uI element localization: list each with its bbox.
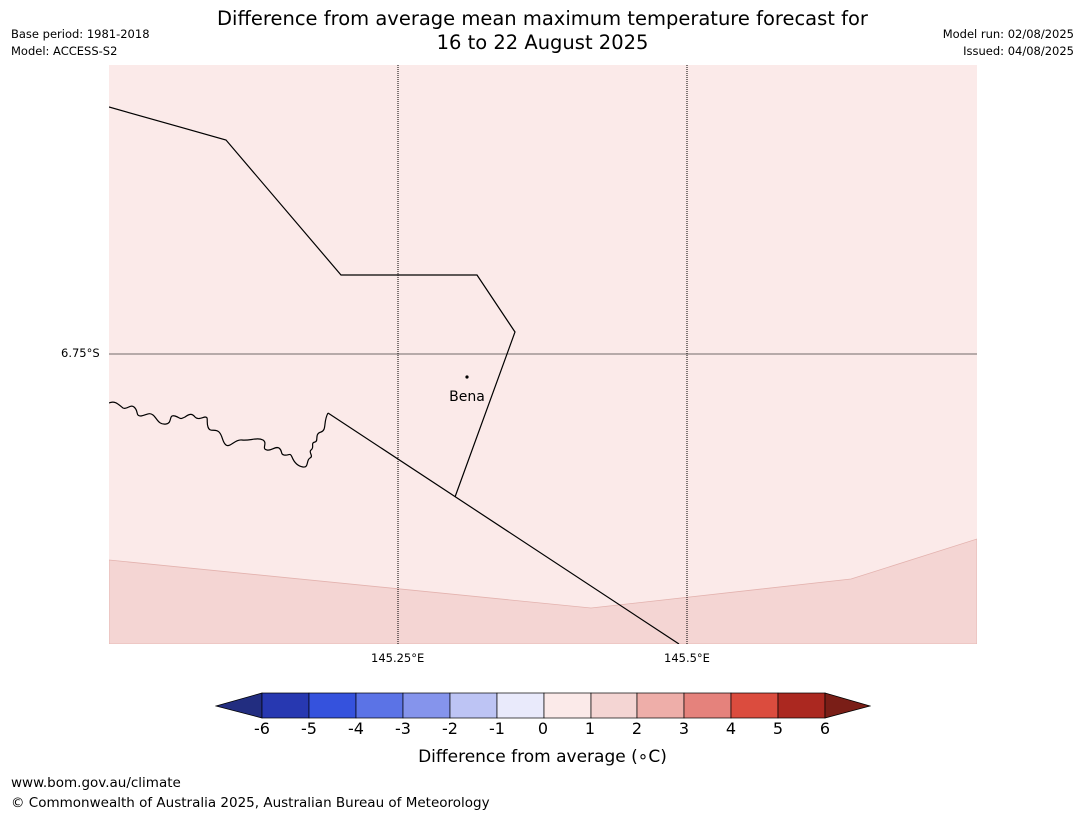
colorbar-swatch-10	[683, 692, 732, 719]
model-text: Model: ACCESS-S2	[11, 44, 118, 58]
footer-copyright: © Commonwealth of Australia 2025, Austra…	[11, 795, 490, 811]
meta-left: Base period: 1981-2018 Model: ACCESS-S2	[11, 26, 150, 60]
latitude-label: 6.75°S	[61, 346, 100, 360]
town-marker-bena	[465, 375, 469, 379]
model-run-text: Model run: 02/08/2025	[942, 27, 1074, 41]
colorbar-legend	[214, 692, 872, 720]
colorbar-tick: -2	[442, 719, 458, 738]
base-period-text: Base period: 1981-2018	[11, 27, 150, 41]
colorbar-tick: 6	[819, 719, 831, 738]
town-label-bena: Bena	[449, 389, 485, 405]
colorbar-tick: 2	[631, 719, 643, 738]
colorbar-swatch-12	[777, 692, 826, 719]
colorbar-tick: -4	[348, 719, 364, 738]
meta-right: Model run: 02/08/2025 Issued: 04/08/2025	[943, 26, 1074, 60]
longitude-label-1: 145.25°E	[371, 651, 425, 665]
footer-url: www.bom.gov.au/climate	[11, 775, 181, 791]
province-boundary	[109, 106, 516, 498]
anomaly-band-1-2	[109, 538, 977, 644]
map-canvas[interactable]: Bena	[109, 65, 977, 644]
colorbar-swatch-11	[730, 692, 779, 719]
colorbar-swatch-7	[543, 692, 592, 719]
colorbar-swatch-4	[402, 692, 451, 719]
colorbar-swatch-5	[449, 692, 498, 719]
colorbar-swatch-3	[355, 692, 404, 719]
title-line-1: Difference from average mean maximum tem…	[217, 7, 868, 30]
colorbar-extend-high	[824, 692, 872, 719]
colorbar-extend-low	[214, 692, 263, 719]
colorbar-tick: -6	[254, 719, 270, 738]
map-title: Difference from average mean maximum tem…	[0, 7, 1085, 55]
colorbar-tick: 3	[678, 719, 690, 738]
colorbar-tick: 5	[772, 719, 784, 738]
colorbar-tick: -3	[395, 719, 411, 738]
colorbar-ticks: -6 -5 -4 -3 -2 -1 0 1 2 3 4 5 6	[0, 719, 1085, 741]
colorbar-swatch-8	[590, 692, 638, 719]
longitude-label-2: 145.5°E	[664, 651, 710, 665]
colorbar-swatch-2	[308, 692, 357, 719]
river-line	[109, 401, 329, 468]
province-boundary-south	[327, 412, 680, 644]
colorbar-tick: -1	[489, 719, 505, 738]
colorbar-swatch-9	[636, 692, 685, 719]
colorbar-tick: -5	[301, 719, 317, 738]
colorbar-tick: 1	[584, 719, 596, 738]
colorbar-swatch-6	[496, 692, 545, 719]
colorbar-label: Difference from average (∘C)	[418, 747, 667, 767]
colorbar-swatch-1	[261, 692, 310, 719]
issued-text: Issued: 04/08/2025	[963, 44, 1074, 58]
colorbar-tick: 4	[725, 719, 737, 738]
colorbar-tick: 0	[537, 719, 549, 738]
title-line-2: 16 to 22 August 2025	[436, 31, 649, 54]
